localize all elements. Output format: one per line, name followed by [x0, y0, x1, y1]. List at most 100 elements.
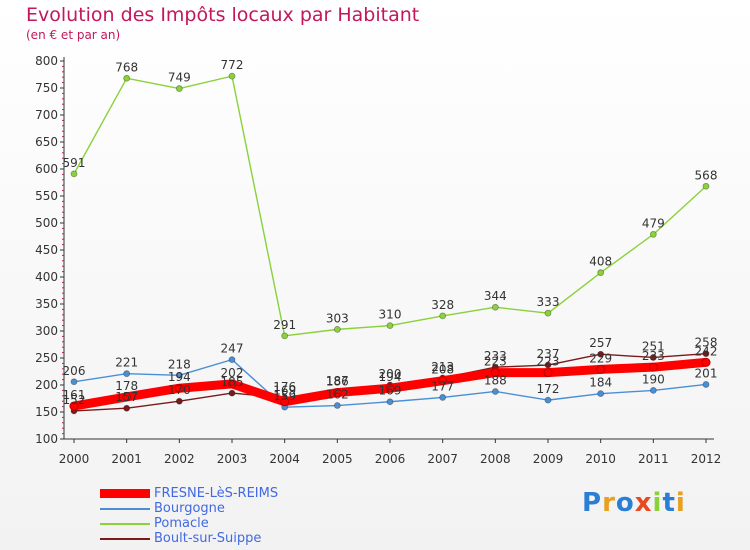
legend-swatch-fresne — [100, 489, 150, 498]
series-line-Pomacle — [73, 75, 707, 337]
series-point-Pomacle — [491, 303, 499, 311]
x-tick-label: 2003 — [217, 452, 248, 466]
data-label-Pomacle: 344 — [484, 289, 507, 303]
series-point-Pomacle — [228, 72, 236, 80]
data-label-Boult-sur-Suippe: 233 — [484, 349, 507, 363]
series-point-Bourgogne — [544, 396, 552, 404]
series-point-Pomacle — [439, 312, 447, 320]
series-point-Boult-sur-Suippe — [597, 350, 605, 358]
data-label-Bourgogne: 201 — [695, 366, 718, 380]
series-point-Pomacle — [281, 332, 289, 340]
data-label-Bourgogne: 159 — [273, 389, 296, 403]
series-point-FRESNE-LèS-REIMS — [385, 383, 395, 393]
data-label-Boult-sur-Suippe: 170 — [168, 383, 191, 397]
x-tick-label: 2002 — [164, 452, 195, 466]
series-point-FRESNE-LèS-REIMS — [332, 388, 342, 397]
proxiti-logo: Proxiti — [582, 488, 686, 518]
data-label-Pomacle: 749 — [168, 71, 191, 85]
series-point-Bourgogne — [439, 394, 447, 401]
data-label-Bourgogne: 169 — [379, 384, 402, 398]
series-point-FRESNE-LèS-REIMS — [69, 401, 79, 411]
data-label-Boult-sur-Suippe: 185 — [221, 375, 244, 389]
series-point-Bourgogne — [333, 402, 341, 409]
data-label-FRESNE-LèS-REIMS: 233 — [642, 349, 665, 363]
data-label-Bourgogne: 188 — [484, 373, 507, 387]
series-point-Pomacle — [123, 74, 131, 82]
data-label-Pomacle: 408 — [589, 255, 612, 269]
series-point-Pomacle — [702, 182, 710, 190]
series-point-Boult-sur-Suippe — [649, 354, 657, 361]
data-label-Pomacle: 768 — [115, 60, 138, 74]
x-tick-label: 2008 — [480, 452, 511, 466]
data-label-FRESNE-LèS-REIMS: 186 — [326, 375, 349, 389]
legend-swatch-pomacle — [100, 523, 150, 525]
data-label-FRESNE-LèS-REIMS: 242 — [695, 344, 718, 358]
data-label-Bourgogne: 177 — [431, 379, 454, 393]
data-label-Pomacle: 291 — [273, 318, 296, 332]
y-tick-label: 100 — [35, 432, 58, 446]
data-label-FRESNE-LèS-REIMS: 194 — [379, 370, 402, 384]
series-point-Bourgogne — [123, 370, 131, 378]
data-label-Boult-sur-Suippe: 251 — [642, 339, 665, 353]
series-point-Boult-sur-Suippe — [123, 404, 131, 412]
series-point-FRESNE-LèS-REIMS — [122, 392, 132, 402]
data-label-Boult-sur-Suippe: 176 — [273, 380, 296, 394]
x-tick-label: 2004 — [269, 452, 300, 466]
data-label-Boult-sur-Suippe: 237 — [537, 347, 560, 361]
data-label-Pomacle: 591 — [63, 156, 86, 170]
legend-label-fresne: FRESNE-LèS-REIMS — [154, 486, 279, 501]
data-label-Boult-sur-Suippe: 152 — [63, 393, 86, 407]
data-label-Bourgogne: 218 — [168, 357, 191, 371]
data-label-Bourgogne: 247 — [221, 342, 244, 356]
data-label-FRESNE-LèS-REIMS: 229 — [589, 351, 612, 365]
legend-label-pomacle: Pomacle — [154, 516, 209, 531]
series-point-Pomacle — [333, 325, 341, 333]
y-tick-label: 400 — [35, 270, 58, 284]
y-tick-label: 700 — [35, 108, 58, 122]
data-label-FRESNE-LèS-REIMS: 223 — [537, 355, 560, 369]
data-label-Bourgogne: 221 — [115, 356, 138, 370]
data-label-Bourgogne: 190 — [642, 372, 665, 386]
series-point-Pomacle — [597, 269, 605, 277]
x-tick-label: 2009 — [533, 452, 564, 466]
data-label-Pomacle: 568 — [695, 168, 718, 182]
data-label-Bourgogne: 162 — [326, 388, 349, 402]
data-label-Boult-sur-Suippe: 258 — [695, 336, 718, 350]
y-tick-label: 300 — [35, 324, 58, 338]
y-tick-label: 250 — [35, 351, 58, 365]
x-tick-label: 2011 — [638, 452, 669, 466]
series-point-FRESNE-LèS-REIMS — [648, 362, 658, 372]
x-tick-label: 2006 — [375, 452, 406, 466]
data-label-Boult-sur-Suippe: 200 — [379, 367, 402, 381]
series-point-Bourgogne — [386, 398, 394, 406]
x-tick-label: 2012 — [691, 452, 722, 466]
legend-label-boult: Boult-sur-Suippe — [154, 531, 262, 546]
data-label-Bourgogne: 184 — [589, 376, 612, 390]
x-tick-label: 2001 — [111, 452, 142, 466]
y-tick-label: 450 — [35, 243, 58, 257]
series-point-FRESNE-LèS-REIMS — [596, 364, 606, 374]
y-tick-label: 550 — [35, 189, 58, 203]
y-tick-label: 600 — [35, 162, 58, 176]
data-label-Pomacle: 333 — [537, 295, 560, 309]
data-label-Boult-sur-Suippe: 257 — [589, 336, 612, 350]
series-point-Bourgogne — [597, 390, 605, 398]
series-point-Boult-sur-Suippe — [702, 350, 710, 358]
data-label-Bourgogne: 206 — [63, 364, 86, 378]
data-label-FRESNE-LèS-REIMS: 161 — [63, 388, 86, 402]
data-label-FRESNE-LèS-REIMS: 202 — [221, 366, 244, 380]
y-tick-label: 350 — [35, 297, 58, 311]
data-label-Pomacle: 772 — [221, 58, 244, 72]
y-tick-label: 650 — [35, 135, 58, 149]
series-point-Pomacle — [175, 85, 183, 92]
y-tick-label: 500 — [35, 216, 58, 230]
series-point-FRESNE-LèS-REIMS — [174, 383, 184, 393]
series-point-Pomacle — [386, 322, 394, 330]
data-label-Pomacle: 479 — [642, 216, 665, 230]
x-tick-label: 2000 — [59, 452, 90, 466]
x-tick-label: 2005 — [322, 452, 353, 466]
series-point-Bourgogne — [491, 388, 499, 395]
series-point-Pomacle — [544, 309, 552, 317]
